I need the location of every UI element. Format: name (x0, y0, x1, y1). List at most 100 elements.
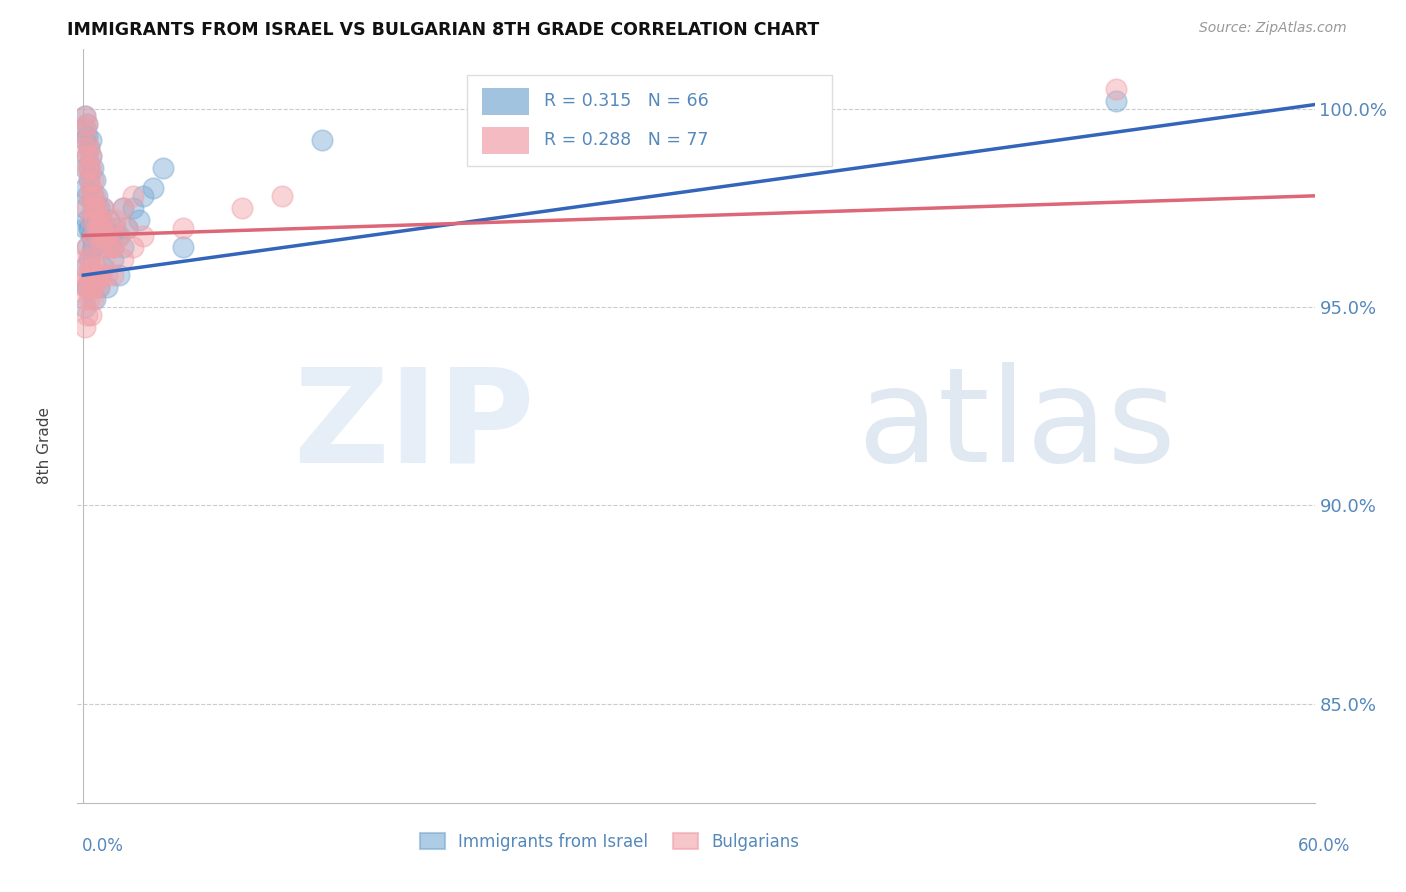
Point (122, 201, 145, 215)
Point (104, 212, 127, 227)
Point (89, 280, 111, 294)
Point (111, 252, 134, 267)
Text: atlas: atlas (856, 362, 1175, 490)
Point (101, 252, 124, 267)
Point (96, 268, 118, 283)
Point (75, 141, 97, 155)
Point (84, 201, 107, 215)
Text: IMMIGRANTS FROM ISRAEL VS BULGARIAN 8TH GRADE CORRELATION CHART: IMMIGRANTS FROM ISRAEL VS BULGARIAN 8TH … (67, 21, 820, 39)
Point (75, 110, 97, 124)
Point (82, 240, 104, 254)
Point (89, 280, 111, 294)
Point (91, 228, 114, 243)
Point (270, 189, 292, 203)
Point (77, 161, 100, 175)
Point (80, 181, 103, 195)
Point (75, 110, 97, 124)
Point (84, 260, 107, 275)
Point (115, 220, 138, 235)
Point (89, 220, 111, 235)
Point (76, 129, 98, 144)
Point (101, 240, 124, 254)
Point (108, 228, 131, 243)
Point (82, 201, 104, 215)
Point (75, 260, 97, 275)
Point (89, 212, 111, 227)
Point (111, 201, 134, 215)
Point (80, 228, 103, 243)
Point (82, 189, 104, 203)
Point (89, 268, 111, 283)
Text: 60.0%: 60.0% (1298, 837, 1351, 855)
Point (94, 240, 117, 254)
Point (82, 280, 104, 294)
Point (77, 252, 100, 267)
Point (84, 189, 107, 203)
Text: 8th Grade: 8th Grade (38, 408, 52, 484)
Point (84, 292, 107, 306)
Point (75, 319, 97, 334)
Point (89, 220, 111, 235)
Point (77, 220, 100, 235)
Point (76, 240, 98, 254)
Point (84, 212, 107, 227)
Point (77, 173, 100, 187)
Point (96, 240, 118, 254)
Point (75, 121, 97, 136)
Point (77, 161, 100, 175)
Point (128, 212, 150, 227)
Point (142, 181, 165, 195)
Point (82, 189, 104, 203)
Point (86, 189, 108, 203)
Point (77, 141, 100, 155)
Point (77, 268, 100, 283)
Point (75, 161, 97, 175)
Point (75, 252, 97, 267)
Point (98, 240, 121, 254)
Point (80, 212, 103, 227)
Point (91, 260, 114, 275)
Point (76, 149, 98, 163)
Point (100, 220, 122, 235)
Point (80, 260, 103, 275)
Point (80, 268, 103, 283)
Point (101, 240, 124, 254)
Point (76, 161, 98, 175)
Point (76, 118, 98, 132)
Point (91, 201, 114, 215)
Point (76, 212, 98, 227)
Point (75, 181, 97, 195)
Point (86, 212, 108, 227)
Point (86, 201, 108, 215)
Point (470, 121, 492, 136)
Point (77, 220, 100, 235)
Point (76, 280, 98, 294)
Point (132, 228, 155, 243)
Point (96, 228, 118, 243)
Text: R = 0.315   N = 66: R = 0.315 N = 66 (544, 92, 709, 110)
Point (82, 173, 104, 187)
Point (96, 280, 118, 294)
Point (80, 280, 103, 294)
Point (90, 212, 112, 227)
Point (82, 161, 104, 175)
Point (101, 268, 124, 283)
Point (172, 220, 194, 235)
Point (76, 268, 98, 283)
Point (84, 201, 107, 215)
Point (75, 280, 97, 294)
Point (76, 280, 98, 294)
Text: 0.0%: 0.0% (82, 837, 124, 855)
Point (152, 161, 174, 175)
Point (76, 308, 98, 322)
Point (80, 133, 103, 147)
Text: ZIP: ZIP (294, 362, 536, 490)
Point (76, 149, 98, 163)
Point (77, 189, 100, 203)
Point (76, 201, 98, 215)
Point (82, 292, 104, 306)
Text: R = 0.288   N = 77: R = 0.288 N = 77 (544, 131, 709, 149)
Point (101, 240, 124, 254)
Point (122, 240, 145, 254)
Point (77, 173, 100, 187)
